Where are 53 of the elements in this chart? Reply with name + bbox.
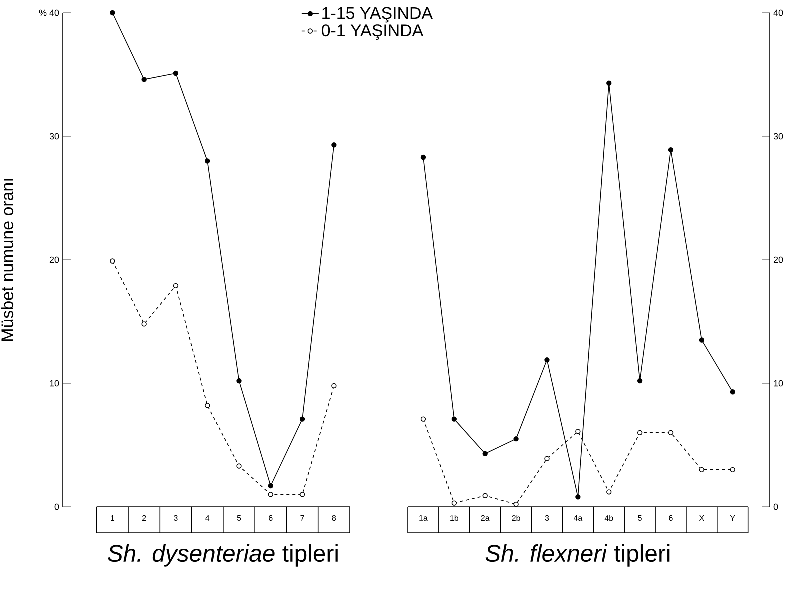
point bbox=[332, 142, 337, 148]
y-tick-label: 30 bbox=[774, 133, 784, 140]
point bbox=[730, 467, 736, 473]
point bbox=[110, 258, 116, 264]
x-axis-title: Sh. dysenteriae tipleri bbox=[108, 544, 338, 567]
y-tick-label: 10 bbox=[50, 380, 60, 387]
point bbox=[544, 456, 550, 462]
point bbox=[576, 429, 581, 434]
point bbox=[110, 10, 116, 16]
point bbox=[173, 70, 179, 76]
point bbox=[606, 490, 612, 495]
point bbox=[514, 502, 519, 508]
point bbox=[300, 416, 306, 422]
y-tick-label: 0 bbox=[54, 504, 60, 510]
point bbox=[236, 464, 242, 469]
point bbox=[300, 492, 306, 498]
x-axis-title: Sh. flexneri tipleri bbox=[486, 544, 670, 567]
y-tick-label: 40 bbox=[774, 10, 784, 16]
point bbox=[544, 357, 550, 363]
point bbox=[576, 494, 581, 500]
point bbox=[730, 390, 736, 395]
point bbox=[637, 430, 643, 436]
point bbox=[205, 158, 210, 164]
y-tick-label: % 40 bbox=[39, 10, 60, 16]
point bbox=[637, 378, 643, 384]
point bbox=[668, 147, 674, 153]
point bbox=[142, 322, 147, 327]
legend-label: 0-1 YAŞINDA bbox=[322, 24, 424, 40]
point bbox=[514, 436, 519, 442]
y-tick-label: 10 bbox=[774, 380, 784, 387]
point bbox=[236, 378, 242, 384]
point bbox=[205, 403, 210, 408]
point bbox=[606, 80, 612, 86]
point bbox=[420, 416, 426, 422]
y-tick-label: 20 bbox=[774, 256, 784, 264]
point bbox=[173, 283, 179, 289]
point bbox=[482, 451, 488, 456]
point bbox=[332, 383, 337, 389]
point bbox=[420, 154, 426, 160]
point bbox=[668, 430, 674, 436]
point bbox=[452, 416, 458, 422]
y-axis-title: Müsbet numune oranı bbox=[1, 179, 14, 341]
y-tick-label: 20 bbox=[50, 256, 60, 264]
point bbox=[482, 493, 488, 498]
y-tick-label: 0 bbox=[774, 504, 778, 510]
point bbox=[699, 338, 705, 343]
point bbox=[452, 500, 458, 506]
legend-label: 1-15 YAŞINDA bbox=[322, 7, 433, 23]
y-tick-label: 30 bbox=[50, 133, 60, 140]
point bbox=[268, 483, 274, 489]
point bbox=[142, 77, 147, 82]
point bbox=[699, 467, 705, 473]
point bbox=[268, 492, 274, 498]
